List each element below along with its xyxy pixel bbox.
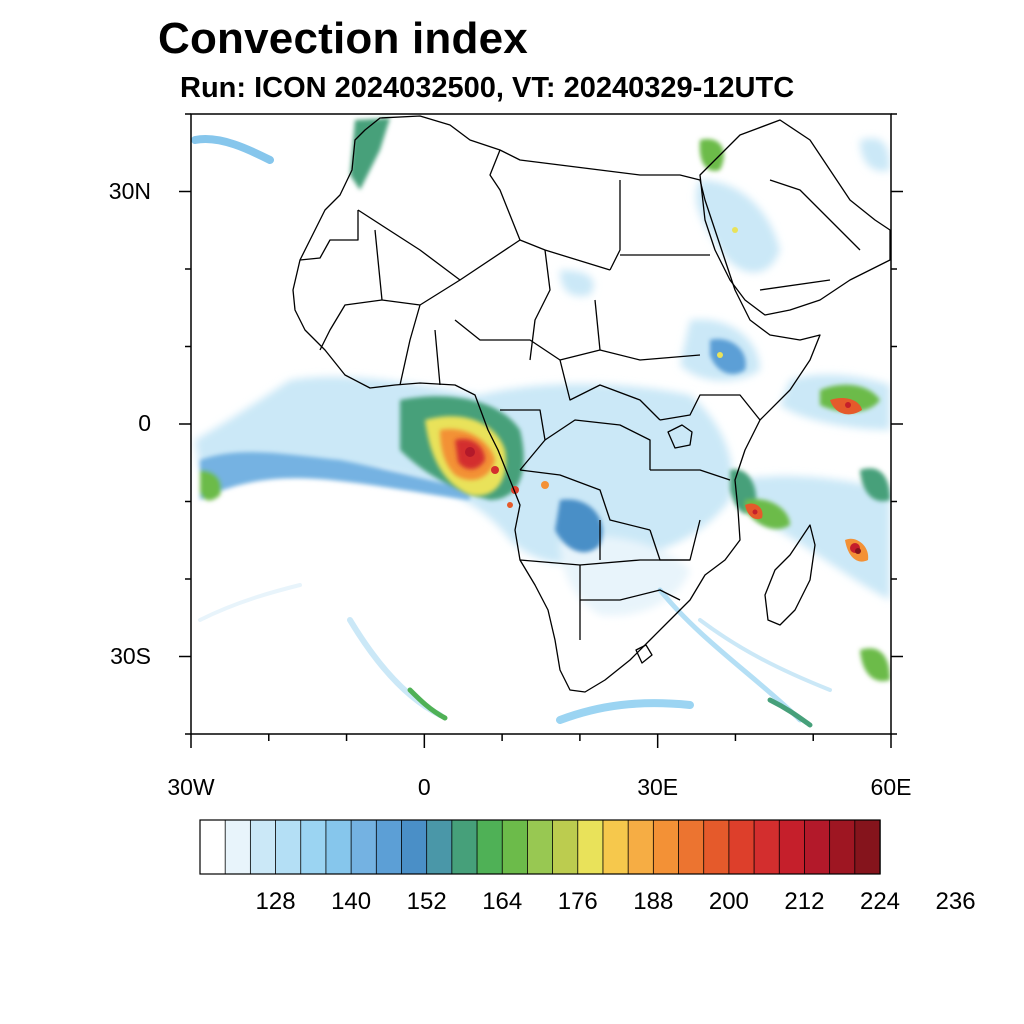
border xyxy=(381,279,461,306)
border xyxy=(659,394,761,421)
colorbar-label: 140 xyxy=(331,888,372,915)
colorbar-swatch xyxy=(552,819,579,875)
border xyxy=(649,519,701,561)
border xyxy=(489,149,521,241)
border xyxy=(529,249,551,361)
colorbar-swatch xyxy=(577,819,604,875)
colorbar-swatch xyxy=(652,819,680,875)
colorbar-swatch xyxy=(728,819,755,875)
map-subtitle: Run: ICON 2024032500, VT: 20240329-12UTC xyxy=(180,72,795,104)
madagascar xyxy=(764,524,816,626)
border xyxy=(519,469,651,531)
border xyxy=(769,179,861,251)
border xyxy=(454,319,701,361)
lat-label: 0 xyxy=(138,410,151,436)
colorbar-swatch xyxy=(527,819,554,875)
colorbar-swatch xyxy=(753,819,780,875)
colorbar-swatch xyxy=(325,819,352,875)
lat-label: 30S xyxy=(110,642,151,669)
colorbar-swatch xyxy=(854,819,881,875)
colorbar-swatch xyxy=(602,819,629,875)
colorbar-swatch xyxy=(426,819,453,875)
axis-ticks xyxy=(179,113,903,748)
colorbar-label: 176 xyxy=(557,888,598,915)
colorbar-swatch xyxy=(300,819,327,875)
lon-label: 30W xyxy=(167,774,215,800)
field-cores xyxy=(425,227,869,562)
border xyxy=(399,304,421,386)
field-light-blue xyxy=(195,138,890,616)
colorbar-label: 224 xyxy=(859,888,901,915)
colorbar-swatch xyxy=(375,819,403,875)
colorbar-swatch xyxy=(249,819,277,875)
colorbar-label: 164 xyxy=(482,888,523,915)
colorbar-swatch xyxy=(199,819,226,875)
border xyxy=(299,210,359,261)
border xyxy=(357,209,611,281)
border xyxy=(580,589,681,601)
colorbar-swatch xyxy=(778,819,806,875)
lesotho xyxy=(635,644,653,664)
colorbar-swatch xyxy=(401,819,428,875)
colorbar-swatch xyxy=(678,819,705,875)
colorbar-swatch xyxy=(804,819,831,875)
border xyxy=(500,409,546,471)
border xyxy=(319,229,383,351)
coastlines-and-borders xyxy=(292,115,891,693)
convection-field xyxy=(191,118,890,728)
border xyxy=(759,279,831,291)
colorbar-swatch xyxy=(224,819,252,875)
colorbar-swatch xyxy=(451,819,478,875)
border xyxy=(559,359,661,421)
colorbar-swatch xyxy=(703,819,730,875)
lake-victoria xyxy=(667,424,693,449)
colorbar-swatch xyxy=(627,819,655,875)
colorbar-label: 212 xyxy=(784,888,825,915)
border xyxy=(650,469,731,481)
colorbar-swatch xyxy=(275,819,302,875)
border xyxy=(609,180,621,271)
africa-coastline xyxy=(292,115,821,693)
map-title: Convection index xyxy=(158,14,528,63)
colorbar-label: 188 xyxy=(633,888,674,915)
colorbar-swatch xyxy=(350,819,377,875)
border xyxy=(434,329,441,386)
colorbar-swatch xyxy=(476,819,503,875)
colorbar-label: 200 xyxy=(708,888,749,915)
border xyxy=(544,419,651,470)
lon-label: 0 xyxy=(417,774,431,800)
colorbar-swatch xyxy=(829,819,856,875)
field-streaks xyxy=(191,135,832,728)
colorbar-label: 236 xyxy=(935,888,976,915)
border xyxy=(594,299,601,351)
lon-label: 60E xyxy=(870,774,912,800)
colorbar-label: 152 xyxy=(406,888,447,915)
lat-label: 30N xyxy=(108,177,151,204)
colorbar-label: 128 xyxy=(255,888,296,915)
arabia-coast xyxy=(699,119,891,316)
lon-label: 30E xyxy=(637,774,679,800)
colorbar-frame xyxy=(199,819,881,875)
colorbar-swatch xyxy=(501,819,529,875)
colorbar xyxy=(199,819,881,875)
